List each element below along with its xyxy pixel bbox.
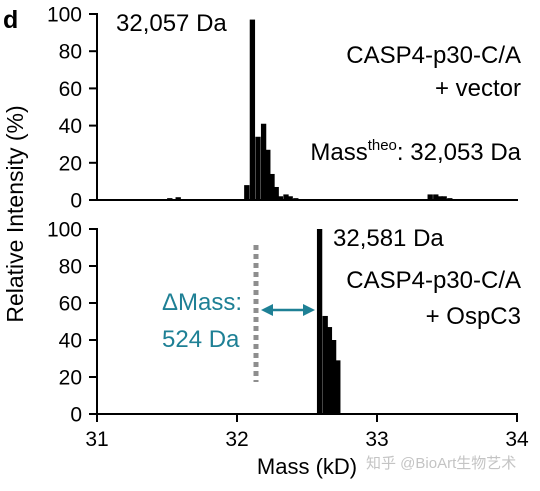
bottom-y-tick-label: 40: [59, 330, 82, 353]
top-panel-axes: 0 20 40 60 80 100: [47, 4, 518, 213]
theoretical-mass-value: : 32,053 Da: [397, 139, 522, 166]
top-intensity-bar: [273, 186, 279, 200]
bottom-y-tick-label: 100: [47, 219, 82, 242]
bottom-y-tick-label: 60: [59, 293, 82, 316]
theoretical-mass-label: Masstheo: 32,053 Da: [310, 137, 521, 166]
top-y-tick-label: 100: [47, 4, 82, 27]
theoretical-mass-prefix: Mass: [310, 139, 367, 166]
top-intensity-bar: [255, 136, 261, 200]
bottom-intensity-bar: [330, 340, 337, 414]
delta-mass-label: ΔMass:: [162, 289, 242, 316]
top-intensity-bar: [287, 196, 293, 200]
x-tick-label: 33: [365, 428, 388, 451]
theoretical-mass-superscript: theo: [368, 137, 397, 154]
delta-arrow-left-head: [261, 304, 273, 316]
bottom-panel: 0 20 40 60 80 100 31 32 33 34 ΔMass: 524 Da 32,58…: [47, 219, 529, 452]
x-axis-label: Mass (kD): [257, 454, 357, 479]
y-axis-label: Relative Intensity (%): [2, 105, 28, 322]
top-y-tick-label: 0: [70, 190, 82, 213]
top-sample-condition: + vector: [435, 75, 521, 102]
top-intensity-bar: [175, 197, 181, 200]
top-intensity-bar: [265, 149, 271, 200]
x-tick-label: 34: [505, 428, 529, 451]
top-y-tick-label: 80: [59, 41, 82, 64]
bottom-intensity-bar: [316, 229, 323, 414]
delta-mass-value: 524 Da: [162, 326, 240, 353]
bottom-panel-bars: [316, 229, 341, 414]
top-y-tick-label: 20: [59, 152, 82, 175]
bottom-y-tick-label: 0: [70, 404, 82, 427]
top-intensity-bar: [437, 196, 443, 200]
bottom-sample-condition: + OspC3: [426, 303, 521, 330]
bottom-intensity-bar: [326, 327, 333, 414]
top-intensity-bar: [277, 196, 284, 200]
top-panel: 0 20 40 60 80 100 32,057 Da CASP4-p30-C/A + v…: [47, 4, 522, 213]
delta-mass-arrow: [261, 304, 315, 316]
top-peak-label: 32,057 Da: [116, 10, 227, 37]
bottom-peak-label: 32,581 Da: [333, 225, 444, 252]
top-intensity-bar: [433, 194, 439, 200]
top-intensity-bar: [283, 194, 289, 200]
delta-arrow-right-head: [303, 304, 315, 316]
top-intensity-bar: [427, 194, 433, 200]
top-intensity-bar: [441, 196, 447, 200]
x-tick-label: 32: [225, 428, 248, 451]
bottom-y-tick-label: 20: [59, 367, 82, 390]
top-intensity-bar: [260, 123, 267, 200]
top-intensity-bar: [244, 185, 250, 200]
top-y-tick-label: 60: [59, 78, 82, 101]
panel-label: d: [3, 6, 18, 34]
x-tick-label: 31: [85, 428, 108, 451]
top-y-tick-label: 40: [59, 115, 82, 138]
bottom-intensity-bar: [335, 360, 341, 414]
watermark: 知乎 @BioArt生物艺术: [366, 455, 516, 472]
bottom-y-tick-label: 80: [59, 256, 82, 279]
top-panel-bars: [167, 19, 453, 200]
top-intensity-bar: [249, 19, 256, 200]
bottom-panel-axes: 0 20 40 60 80 100 31 32 33 34: [47, 219, 529, 452]
bottom-intensity-bar: [322, 315, 328, 414]
top-intensity-bar: [269, 173, 275, 200]
bottom-sample-name: CASP4-p30-C/A: [346, 267, 521, 294]
top-sample-name: CASP4-p30-C/A: [346, 42, 521, 69]
